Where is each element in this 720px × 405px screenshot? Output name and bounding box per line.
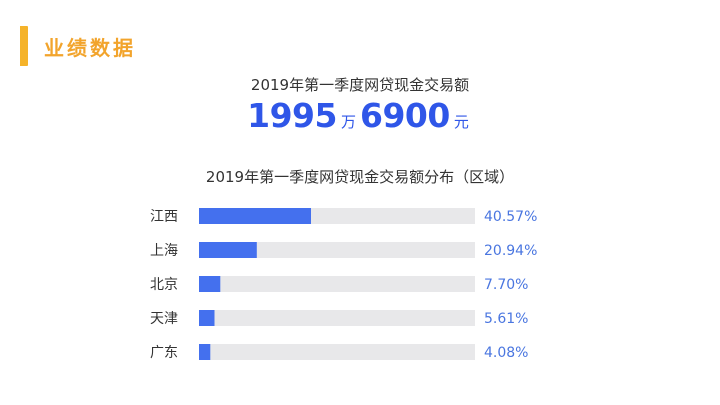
amount-part1: 1995 <box>247 96 337 135</box>
bar-track <box>199 310 475 326</box>
bar-track <box>199 242 475 258</box>
category-label: 北京 <box>150 277 178 293</box>
total-amount: 1995 万 6900 元 <box>0 96 720 135</box>
value-label: 4.08% <box>484 345 528 361</box>
category-label: 天津 <box>150 311 178 327</box>
amount-part2: 6900 <box>360 96 450 135</box>
bar <box>199 242 257 258</box>
bar <box>199 208 311 224</box>
value-label: 5.61% <box>484 311 528 327</box>
bar-track <box>199 276 475 292</box>
chart-title: 2019年第一季度网贷现金交易额分布（区域） <box>205 168 515 186</box>
amount-unit2: 元 <box>453 113 469 131</box>
category-label: 上海 <box>150 243 178 259</box>
amount-unit1: 万 <box>340 113 356 131</box>
category-label: 江西 <box>150 209 178 225</box>
bar-track <box>199 344 475 360</box>
bar <box>199 344 211 360</box>
accent-bar <box>20 26 28 66</box>
headline-caption: 2019年第一季度网贷现金交易额 <box>250 76 470 94</box>
value-label: 20.94% <box>484 243 537 259</box>
bar <box>199 276 221 292</box>
bar-track <box>199 208 475 224</box>
value-label: 7.70% <box>484 277 528 293</box>
value-label: 40.57% <box>484 209 537 225</box>
section-header: 业绩数据 <box>0 26 136 66</box>
section-title: 业绩数据 <box>44 35 136 60</box>
bar <box>199 310 215 326</box>
category-label: 广东 <box>150 345 178 361</box>
